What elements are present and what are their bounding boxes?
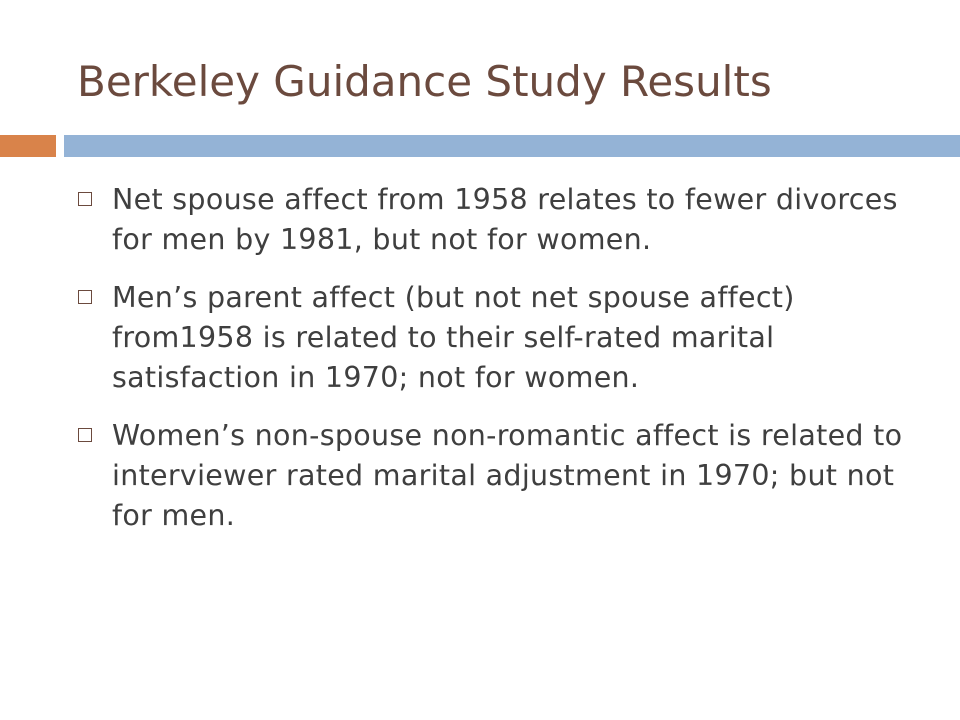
square-bullet-icon [78, 192, 92, 206]
bullet-text: Net spouse affect from 1958 relates to f… [112, 183, 898, 256]
bullet-item: Men’s parent affect (but not net spouse … [76, 278, 936, 398]
bullet-item: Net spouse affect from 1958 relates to f… [76, 180, 936, 260]
bullet-text: Women’s non-spouse non-romantic affect i… [112, 419, 903, 532]
bullet-list: Net spouse affect from 1958 relates to f… [76, 180, 936, 554]
square-bullet-icon [78, 428, 92, 442]
square-bullet-icon [78, 290, 92, 304]
bullet-text: Men’s parent affect (but not net spouse … [112, 281, 795, 394]
accent-bar-blue [64, 135, 960, 157]
slide-title: Berkeley Guidance Study Results [77, 57, 772, 106]
bullet-item: Women’s non-spouse non-romantic affect i… [76, 416, 936, 536]
accent-bar-orange [0, 135, 56, 157]
